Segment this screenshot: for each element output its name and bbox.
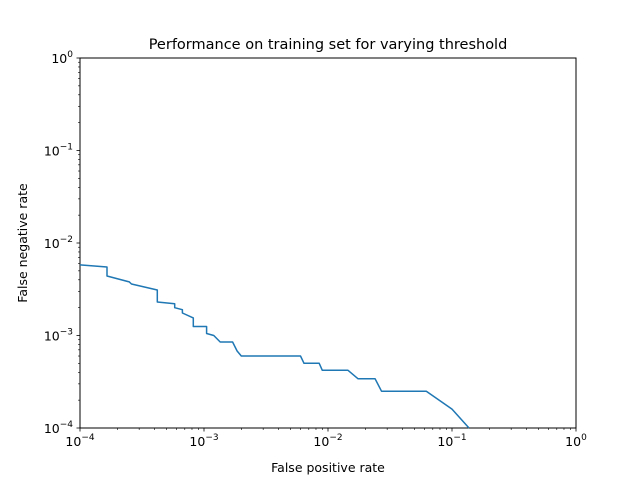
y-tick-label-base: 10 [44,144,60,159]
x-tick-label-exponent: −1 [453,433,466,443]
x-tick-label-exponent: 0 [581,433,587,443]
series-layer [79,264,470,429]
y-tick-label-base: 10 [51,51,67,66]
x-tick-label-exponent: −3 [205,433,218,443]
y-tick-label-exponent: 0 [67,50,73,60]
x-tick-label-base: 10 [437,434,453,449]
y-tick-label: 10−1 [44,143,73,159]
y-tick-label-exponent: −3 [60,328,73,338]
x-tick-label: 100 [565,433,587,449]
x-tick-label-base: 10 [565,434,581,449]
y-tick-label: 100 [51,50,73,66]
x-tick-label-base: 10 [65,434,81,449]
y-tick-label-exponent: −1 [60,143,73,153]
y-tick-label-base: 10 [44,236,60,251]
x-tick-label: 10−2 [313,433,342,449]
x-tick-label-base: 10 [313,434,329,449]
y-tick-label-exponent: −2 [60,235,73,245]
x-axis-ticks: 10−4 10−3 10−2 10−1 100 [65,428,587,449]
y-axis-label: False negative rate [15,183,30,303]
y-tick-label: 10−3 [44,328,73,344]
axes-frame [79,57,577,429]
x-tick-label: 10−1 [437,433,466,449]
y-tick-label: 10−2 [44,235,73,251]
x-tick-label: 10−3 [189,433,218,449]
y-tick-label-base: 10 [44,421,60,436]
plot-area [79,57,577,429]
x-tick-label-base: 10 [189,434,205,449]
x-tick-label: 10−4 [65,433,94,449]
x-tick-label-exponent: −4 [81,433,95,443]
y-tick-label-exponent: −4 [60,420,74,430]
x-axis-label: False positive rate [271,460,385,475]
y-tick-label-base: 10 [44,329,60,344]
series-line [79,264,470,429]
y-tick-label: 10−4 [44,420,73,436]
x-tick-label-exponent: −2 [329,433,342,443]
chart-title: Performance on training set for varying … [149,37,508,53]
